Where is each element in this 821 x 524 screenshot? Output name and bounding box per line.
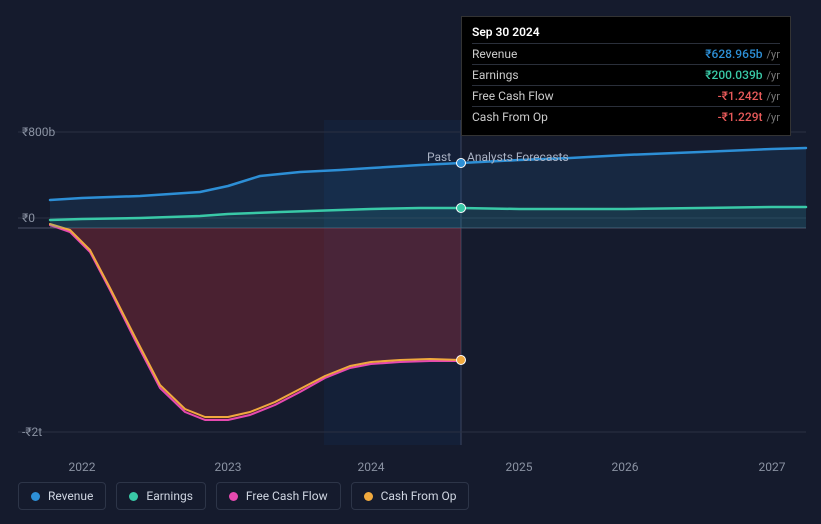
forecast-label: Analysts Forecasts: [467, 150, 569, 164]
legend-label: Cash From Op: [381, 489, 457, 503]
tooltip-label: Earnings: [472, 68, 519, 82]
tooltip-row: Earnings ₹200.039b/yr: [472, 64, 780, 85]
chart-tooltip: Sep 30 2024 Revenue ₹628.965b/yr Earnings ₹…: [461, 16, 791, 136]
tooltip-date: Sep 30 2024: [472, 25, 780, 39]
chart-marker: [456, 203, 466, 213]
x-tick-label: 2026: [612, 460, 639, 474]
legend-dot-icon: [31, 492, 40, 501]
tooltip-value: -₹1.229t: [718, 110, 763, 124]
y-tick-label: ₹0: [22, 211, 35, 225]
tooltip-value: -₹1.242t: [718, 89, 763, 103]
legend-item-earnings[interactable]: Earnings: [116, 482, 206, 510]
tooltip-unit: /yr: [767, 90, 780, 103]
tooltip-value: ₹628.965b: [705, 47, 762, 61]
legend-dot-icon: [229, 492, 238, 501]
tooltip-row: Cash From Op -₹1.229t/yr: [472, 106, 780, 127]
legend-label: Revenue: [48, 489, 93, 503]
past-label: Past: [427, 150, 451, 164]
legend-label: Earnings: [146, 489, 193, 503]
chart-marker: [456, 158, 466, 168]
legend-label: Free Cash Flow: [246, 489, 328, 503]
legend-item-revenue[interactable]: Revenue: [18, 482, 106, 510]
x-tick-label: 2024: [358, 460, 385, 474]
legend-dot-icon: [129, 492, 138, 501]
legend-dot-icon: [364, 492, 373, 501]
tooltip-label: Cash From Op: [472, 110, 548, 124]
legend-item-fcf[interactable]: Free Cash Flow: [216, 482, 341, 510]
tooltip-unit: /yr: [767, 69, 780, 82]
tooltip-value: ₹200.039b: [705, 68, 762, 82]
tooltip-unit: /yr: [767, 111, 780, 124]
y-tick-label: -₹2t: [22, 425, 42, 439]
tooltip-row: Free Cash Flow -₹1.242t/yr: [472, 85, 780, 106]
tooltip-label: Free Cash Flow: [472, 89, 554, 103]
tooltip-label: Revenue: [472, 47, 517, 61]
chart-marker: [456, 355, 466, 365]
legend-item-cfo[interactable]: Cash From Op: [351, 482, 470, 510]
y-tick-label: ₹800b: [22, 125, 55, 139]
chart-legend: Revenue Earnings Free Cash Flow Cash From O…: [18, 482, 469, 510]
x-tick-label: 2027: [759, 460, 786, 474]
x-tick-label: 2025: [506, 460, 533, 474]
tooltip-row: Revenue ₹628.965b/yr: [472, 43, 780, 64]
financials-chart: ₹800b ₹0 -₹2t 2022 2023 2024 2025 2026 2027 Pas…: [0, 0, 821, 524]
tooltip-unit: /yr: [767, 48, 780, 61]
x-tick-label: 2022: [69, 460, 96, 474]
x-tick-label: 2023: [215, 460, 242, 474]
